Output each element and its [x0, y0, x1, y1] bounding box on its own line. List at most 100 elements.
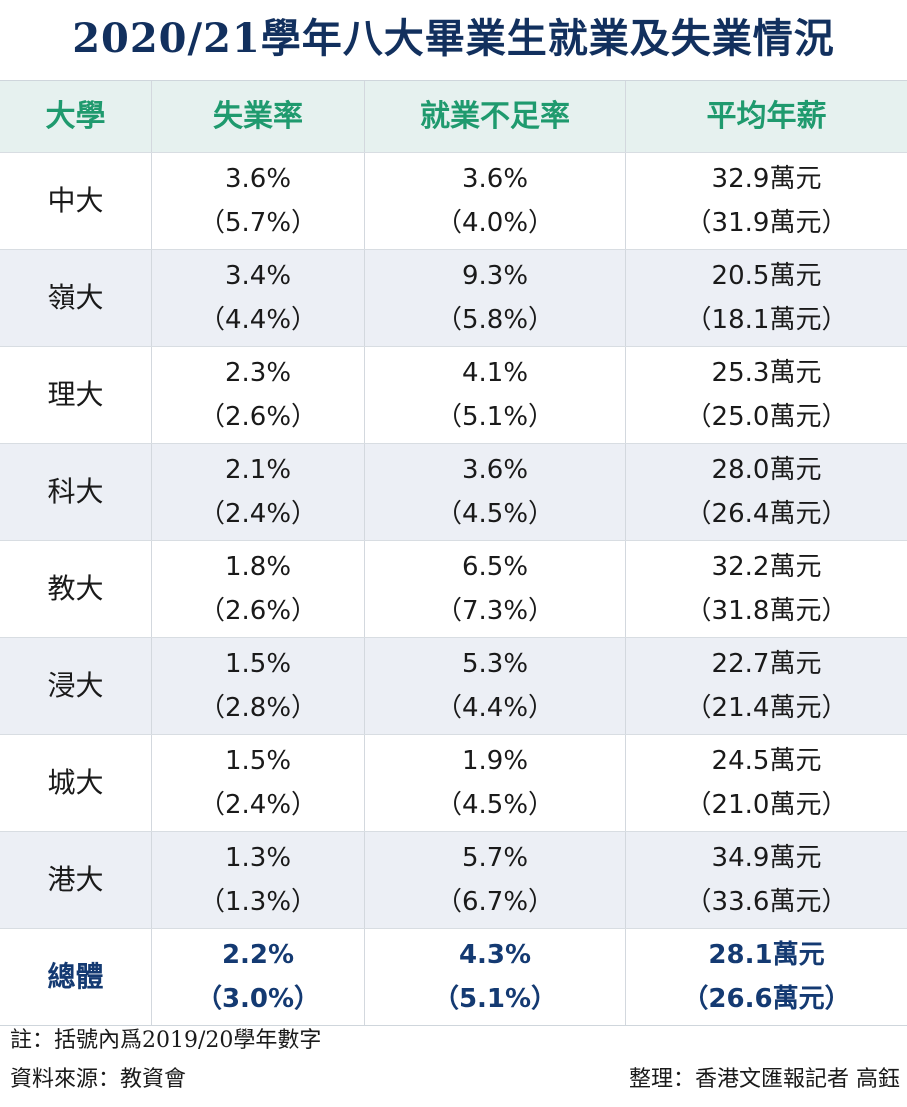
unemployment-prev-value: （1.3%）: [198, 887, 318, 917]
underemployment-cell: 1.9% （4.5%）: [365, 735, 626, 831]
underemployment-prev-value: （5.8%）: [435, 305, 555, 335]
header-university: 大學: [0, 81, 152, 152]
salary-prev-value: （18.1萬元）: [685, 305, 848, 335]
underemployment-value: 3.6%: [461, 164, 529, 194]
underemployment-prev-value: （5.1%）: [432, 984, 558, 1014]
salary-prev-value: （21.0萬元）: [685, 790, 848, 820]
table-row: 浸大 1.5% （2.8%） 5.3% （4.4%） 22.7萬元 （21.4萬…: [0, 638, 907, 735]
underemployment-prev-value: （7.3%）: [435, 596, 555, 626]
table-row: 嶺大 3.4% （4.4%） 9.3% （5.8%） 20.5萬元 （18.1萬…: [0, 250, 907, 347]
salary-cell: 24.5萬元 （21.0萬元）: [626, 735, 907, 831]
underemployment-cell: 5.7% （6.7%）: [365, 832, 626, 928]
unemployment-cell: 1.5% （2.4%）: [152, 735, 365, 831]
total-label: 總體: [0, 929, 152, 1025]
table-row: 中大 3.6% （5.7%） 3.6% （4.0%） 32.9萬元 （31.9萬…: [0, 153, 907, 250]
unemployment-value: 3.4%: [224, 261, 292, 291]
underemployment-prev-value: （6.7%）: [435, 887, 555, 917]
salary-cell: 32.9萬元 （31.9萬元）: [626, 153, 907, 249]
salary-value: 34.9萬元: [711, 843, 822, 873]
salary-value: 28.0萬元: [711, 455, 822, 485]
table-row: 港大 1.3% （1.3%） 5.7% （6.7%） 34.9萬元 （33.6萬…: [0, 832, 907, 929]
table-header-row: 大學 失業率 就業不足率 平均年薪: [0, 81, 907, 153]
unemployment-value: 1.5%: [224, 746, 292, 776]
salary-value: 22.7萬元: [711, 649, 822, 679]
underemployment-cell: 3.6% （4.0%）: [365, 153, 626, 249]
unemployment-value: 2.3%: [224, 358, 292, 388]
data-source: 資料來源：教資會: [10, 1067, 187, 1092]
salary-prev-value: （31.9萬元）: [685, 208, 848, 238]
unemployment-value: 1.8%: [224, 552, 292, 582]
table-row: 理大 2.3% （2.6%） 4.1% （5.1%） 25.3萬元 （25.0萬…: [0, 347, 907, 444]
salary-prev-value: （31.8萬元）: [685, 596, 848, 626]
unemployment-cell: 3.4% （4.4%）: [152, 250, 365, 346]
salary-value: 28.1萬元: [708, 940, 825, 970]
unemployment-prev-value: （4.4%）: [198, 305, 318, 335]
underemployment-prev-value: （4.4%）: [435, 693, 555, 723]
unemployment-prev-value: （2.6%）: [198, 596, 318, 626]
university-name: 中大: [0, 153, 152, 249]
salary-value: 32.2萬元: [711, 552, 822, 582]
unemployment-cell: 2.3% （2.6%）: [152, 347, 365, 443]
underemployment-value: 9.3%: [461, 261, 529, 291]
underemployment-cell: 5.3% （4.4%）: [365, 638, 626, 734]
underemployment-value: 4.1%: [461, 358, 529, 388]
table-row: 科大 2.1% （2.4%） 3.6% （4.5%） 28.0萬元 （26.4萬…: [0, 444, 907, 541]
unemployment-prev-value: （2.6%）: [198, 402, 318, 432]
unemployment-value: 1.3%: [224, 843, 292, 873]
footnotes: 註：括號內爲2019/20學年數字 資料來源：教資會 整理：香港文匯報記者 高鈺: [10, 1022, 900, 1100]
unemployment-prev-value: （3.0%）: [195, 984, 321, 1014]
table-row: 教大 1.8% （2.6%） 6.5% （7.3%） 32.2萬元 （31.8萬…: [0, 541, 907, 638]
underemployment-cell: 4.3% （5.1%）: [365, 929, 626, 1025]
underemployment-prev-value: （4.5%）: [435, 499, 555, 529]
salary-value: 24.5萬元: [711, 746, 822, 776]
header-underemployment-rate: 就業不足率: [365, 81, 626, 152]
unemployment-cell: 3.6% （5.7%）: [152, 153, 365, 249]
underemployment-cell: 6.5% （7.3%）: [365, 541, 626, 637]
unemployment-value: 3.6%: [224, 164, 292, 194]
underemployment-value: 5.3%: [461, 649, 529, 679]
underemployment-cell: 3.6% （4.5%）: [365, 444, 626, 540]
underemployment-value: 5.7%: [461, 843, 529, 873]
underemployment-prev-value: （4.0%）: [435, 208, 555, 238]
unemployment-value: 1.5%: [224, 649, 292, 679]
unemployment-prev-value: （2.8%）: [198, 693, 318, 723]
salary-value: 20.5萬元: [711, 261, 822, 291]
page-title: 2020/21學年八大畢業生就業及失業情況: [72, 15, 835, 62]
underemployment-prev-value: （4.5%）: [435, 790, 555, 820]
unemployment-value: 2.1%: [224, 455, 292, 485]
unemployment-value: 2.2%: [221, 940, 295, 970]
unemployment-cell: 1.5% （2.8%）: [152, 638, 365, 734]
underemployment-cell: 9.3% （5.8%）: [365, 250, 626, 346]
salary-prev-value: （33.6萬元）: [685, 887, 848, 917]
employment-table: 大學 失業率 就業不足率 平均年薪 中大 3.6% （5.7%） 3.6% （4…: [0, 80, 907, 1026]
salary-value: 32.9萬元: [711, 164, 822, 194]
salary-cell: 34.9萬元 （33.6萬元）: [626, 832, 907, 928]
unemployment-cell: 1.8% （2.6%）: [152, 541, 365, 637]
salary-prev-value: （26.4萬元）: [685, 499, 848, 529]
unemployment-prev-value: （5.7%）: [198, 208, 318, 238]
unemployment-prev-value: （2.4%）: [198, 499, 318, 529]
salary-cell: 28.1萬元 （26.6萬元）: [626, 929, 907, 1025]
university-name: 港大: [0, 832, 152, 928]
university-name: 城大: [0, 735, 152, 831]
table-row: 城大 1.5% （2.4%） 1.9% （4.5%） 24.5萬元 （21.0萬…: [0, 735, 907, 832]
underemployment-value: 1.9%: [461, 746, 529, 776]
salary-prev-value: （26.6萬元）: [682, 984, 851, 1014]
university-name: 嶺大: [0, 250, 152, 346]
reporter-credit: 整理：香港文匯報記者 高鈺: [629, 1067, 900, 1092]
unemployment-cell: 1.3% （1.3%）: [152, 832, 365, 928]
salary-cell: 22.7萬元 （21.4萬元）: [626, 638, 907, 734]
underemployment-value: 6.5%: [461, 552, 529, 582]
footnote-line: 資料來源：教資會 整理：香港文匯報記者 高鈺: [10, 1060, 900, 1100]
unemployment-cell: 2.1% （2.4%）: [152, 444, 365, 540]
salary-prev-value: （25.0萬元）: [685, 402, 848, 432]
underemployment-prev-value: （5.1%）: [435, 402, 555, 432]
university-name: 教大: [0, 541, 152, 637]
university-name: 理大: [0, 347, 152, 443]
salary-value: 25.3萬元: [711, 358, 822, 388]
header-unemployment-rate: 失業率: [152, 81, 365, 152]
university-name: 科大: [0, 444, 152, 540]
table-total-row: 總體 2.2% （3.0%） 4.3% （5.1%） 28.1萬元 （26.6萬…: [0, 929, 907, 1026]
underemployment-value: 4.3%: [458, 940, 532, 970]
salary-prev-value: （21.4萬元）: [685, 693, 848, 723]
